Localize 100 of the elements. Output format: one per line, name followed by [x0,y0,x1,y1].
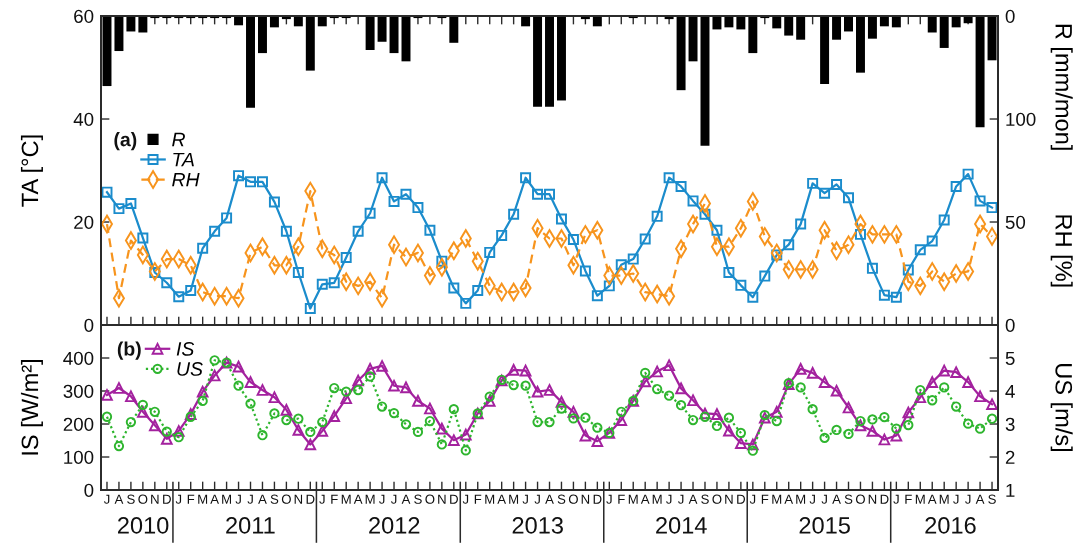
y-tick-label: 200 [63,417,94,431]
y-tick-label: 0 [84,483,94,497]
y-tick-label: 400 [63,351,94,365]
x-tick-label: A [784,494,794,504]
x-tick-label: J [965,494,971,504]
x-tick-label: N [294,494,303,504]
x-tick-label: F [905,494,912,504]
x-tick-label: M [365,494,375,504]
x-tick-label: M [939,494,949,504]
x-tick-label: J [953,494,959,504]
y-tick-label: 0 [84,318,94,332]
bar [688,16,698,62]
x-tick-label: A [114,494,124,504]
bar [138,16,148,33]
x-tick-label: J [606,494,612,504]
x-tick-label: J [666,494,672,504]
x-tick-label: O [568,494,578,504]
x-tick-label: A [688,494,698,504]
bar [927,16,937,33]
bar [449,16,459,43]
x-tick-label: A [832,494,841,504]
x-tick-label: F [187,494,195,504]
x-tick-label: D [163,494,171,504]
x-tick-label: J [235,494,241,504]
x-tick-label: A [640,494,650,504]
x-tick-label: M [772,494,782,504]
y2-axis-title: RH [%] [1050,215,1073,287]
x-tick-label: D [306,494,315,504]
x-tick-label: S [270,494,279,504]
bar [114,16,124,52]
x-tick-label: A [545,494,554,504]
x-tick-label: S [988,494,996,504]
x-tick-label: J [893,494,899,504]
x-tick-label: S [844,494,853,504]
x-tick-label: D [737,494,745,504]
y2-tick-label: 50 [1005,215,1026,229]
bar [784,16,794,36]
bar [712,16,722,30]
y2-tick-label: 5 [1005,351,1015,365]
x-tick-label: M [509,494,519,504]
bar [820,16,830,84]
y3-tick-label: 0 [1005,9,1015,23]
x-tick-label: A [353,494,363,504]
x-tick-label: M [341,494,351,504]
x-tick-label: A [401,494,411,504]
x-tick-label: M [652,494,662,504]
bar [365,16,375,51]
x-tick-label: J [749,494,756,504]
x-tick-label: M [222,494,231,504]
x-tick-label: J [522,494,528,504]
annotation: (a) [114,132,137,151]
y2-tick-label: 1 [1006,483,1015,497]
bar [939,16,949,48]
x-tick-label: D [880,494,889,504]
x2-tick-label: 2010 [118,517,169,534]
x-tick-label: D [450,494,458,504]
x-tick-label: J [677,494,684,504]
x-tick-label: M [485,494,495,504]
legend-label: US [177,362,203,376]
x-tick-label: J [378,494,385,504]
x-tick-label: F [474,494,482,504]
x-tick-label: J [809,494,815,504]
annotation: (b) [117,341,141,360]
x2-tick-label: 2014 [656,517,707,534]
bar [556,16,566,101]
y-tick-label: 60 [74,9,94,23]
x-tick-label: A [497,494,507,504]
x-tick-label: A [210,494,219,504]
bar [545,16,554,107]
x-tick-label: N [725,494,733,504]
y2-tick-label: 2 [1005,450,1015,464]
x-tick-label: A [927,494,937,504]
y2-tick-label: 0 [1005,318,1015,332]
x-tick-label: J [390,494,397,504]
x-tick-label: M [198,494,208,504]
x2-tick-label: 2013 [512,517,563,534]
y3-tick-label: 100 [1006,112,1036,126]
x2-tick-label: 2011 [226,517,275,534]
x2-tick-label: 2012 [369,517,420,534]
bar [676,16,686,91]
x-tick-label: J [319,494,325,504]
x-tick-label: A [258,494,267,504]
x-tick-label: O [855,494,865,504]
x-tick-label: O [281,494,291,504]
bar [389,16,399,54]
y-axis-title: TA [°C] [20,135,43,207]
bar [796,16,806,40]
y-tick-label: 300 [63,384,94,398]
legend-label: R [172,132,185,147]
x-tick-label: J [103,494,110,504]
bar [748,16,758,54]
x-tick-label: J [175,494,182,504]
x-tick-label: A [975,494,985,504]
y2-tick-label: 4 [1005,384,1015,398]
y-axis-title: IS [W/m²] [20,360,43,455]
x-tick-label: S [414,494,422,504]
bar [736,16,746,30]
bar [832,16,842,40]
x-tick-label: F [331,494,338,504]
x-tick-label: M [915,494,925,504]
